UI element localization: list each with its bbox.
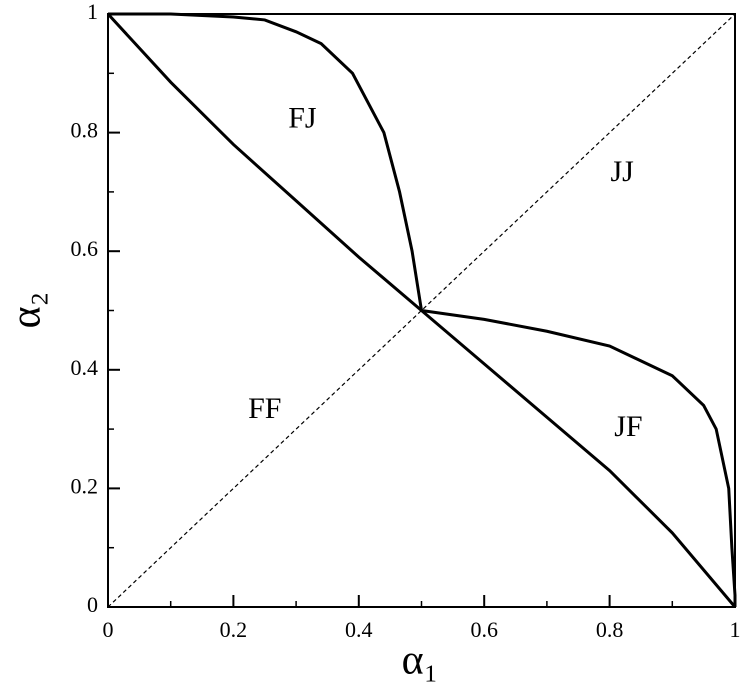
curve bbox=[108, 12, 423, 311]
curve bbox=[421, 309, 737, 607]
curve bbox=[107, 13, 736, 608]
x-tick-label: 0.4 bbox=[345, 617, 373, 642]
x-tick-label: 0 bbox=[103, 617, 114, 642]
x-tick-label: 0.8 bbox=[596, 617, 624, 642]
y-tick-label: 0.2 bbox=[71, 473, 99, 498]
x-axis-label: α₁ bbox=[402, 638, 439, 684]
y-tick-label: 0.8 bbox=[71, 118, 99, 143]
y-tick-label: 1 bbox=[87, 0, 98, 24]
x-tick-label: 0.6 bbox=[470, 617, 498, 642]
y-tick-label: 0.6 bbox=[71, 236, 99, 261]
x-tick-label: 0.2 bbox=[220, 617, 248, 642]
region-label: FF bbox=[248, 392, 281, 425]
y-tick-label: 0 bbox=[87, 592, 98, 617]
region-label: JF bbox=[614, 410, 642, 443]
y-tick-label: 0.4 bbox=[71, 355, 99, 380]
y-axis-label: α₂ bbox=[4, 292, 50, 329]
x-tick-label: 1 bbox=[730, 617, 741, 642]
region-label: JJ bbox=[610, 155, 634, 188]
region-label: FJ bbox=[288, 102, 317, 135]
